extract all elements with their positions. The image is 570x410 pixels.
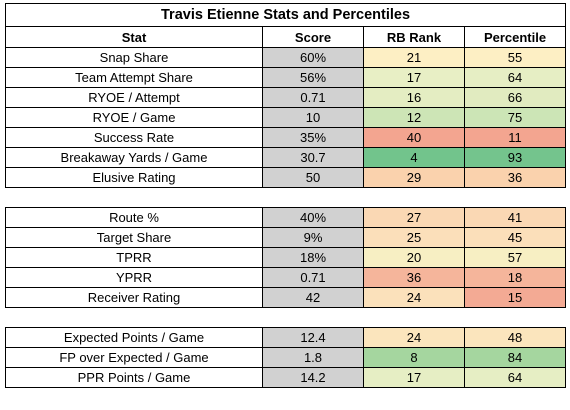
rb-rank-cell[interactable]: 25 bbox=[363, 227, 465, 248]
percentile-cell[interactable]: 11 bbox=[463, 127, 567, 148]
spacer-cell bbox=[5, 307, 566, 328]
score-cell[interactable]: 56% bbox=[262, 67, 364, 88]
stat-cell[interactable]: Target Share bbox=[5, 227, 263, 248]
header-percentile[interactable]: Percentile bbox=[463, 26, 567, 48]
table-row: Breakaway Yards / Game 30.7 4 93 bbox=[5, 147, 567, 168]
rb-rank-cell[interactable]: 29 bbox=[363, 167, 465, 188]
percentile-cell[interactable]: 15 bbox=[463, 287, 567, 308]
rb-rank-cell[interactable]: 20 bbox=[363, 247, 465, 268]
rb-rank-cell[interactable]: 17 bbox=[363, 67, 465, 88]
score-cell[interactable]: 30.7 bbox=[262, 147, 364, 168]
percentile-cell[interactable]: 18 bbox=[463, 267, 567, 288]
stat-cell[interactable]: Expected Points / Game bbox=[5, 327, 263, 348]
stat-cell[interactable]: Success Rate bbox=[5, 127, 263, 148]
score-cell[interactable]: 50 bbox=[262, 167, 364, 188]
table-row: Expected Points / Game 12.4 24 48 bbox=[5, 327, 567, 348]
rb-rank-cell[interactable]: 8 bbox=[363, 347, 465, 368]
score-cell[interactable]: 10 bbox=[262, 107, 364, 128]
score-cell[interactable]: 18% bbox=[262, 247, 364, 268]
rb-rank-cell[interactable]: 24 bbox=[363, 327, 465, 348]
rb-rank-cell[interactable]: 21 bbox=[363, 47, 465, 68]
stat-cell[interactable]: TPRR bbox=[5, 247, 263, 268]
percentile-cell[interactable]: 41 bbox=[463, 207, 567, 228]
sheet-title: Travis Etienne Stats and Percentiles bbox=[4, 3, 567, 27]
header-score[interactable]: Score bbox=[262, 26, 364, 48]
table-row: Team Attempt Share 56% 17 64 bbox=[5, 67, 567, 88]
percentile-cell[interactable]: 36 bbox=[463, 167, 567, 188]
rb-rank-cell[interactable]: 17 bbox=[363, 367, 465, 388]
stat-cell[interactable]: RYOE / Attempt bbox=[5, 87, 263, 108]
percentile-cell[interactable]: 64 bbox=[463, 67, 567, 88]
percentile-cell[interactable]: 55 bbox=[463, 47, 567, 68]
table-row: FP over Expected / Game 1.8 8 84 bbox=[5, 347, 567, 368]
percentile-cell[interactable]: 45 bbox=[463, 227, 567, 248]
table-row: Receiver Rating 42 24 15 bbox=[5, 287, 567, 308]
stat-cell[interactable]: Breakaway Yards / Game bbox=[5, 147, 263, 168]
stat-cell[interactable]: PPR Points / Game bbox=[5, 367, 263, 388]
table-row: PPR Points / Game 14.2 17 64 bbox=[5, 367, 567, 388]
rb-rank-cell[interactable]: 24 bbox=[363, 287, 465, 308]
score-cell[interactable]: 0.71 bbox=[262, 267, 364, 288]
score-cell[interactable]: 40% bbox=[262, 207, 364, 228]
stat-cell[interactable]: Elusive Rating bbox=[5, 167, 263, 188]
score-cell[interactable]: 14.2 bbox=[262, 367, 364, 388]
percentile-cell[interactable]: 75 bbox=[463, 107, 567, 128]
stat-cell[interactable]: FP over Expected / Game bbox=[5, 347, 263, 368]
score-cell[interactable]: 42 bbox=[262, 287, 364, 308]
table-row: Elusive Rating 50 29 36 bbox=[5, 167, 567, 188]
score-cell[interactable]: 9% bbox=[262, 227, 364, 248]
rb-rank-cell[interactable]: 16 bbox=[363, 87, 465, 108]
table-row: Route % 40% 27 41 bbox=[5, 207, 567, 228]
spacer-cell bbox=[5, 187, 566, 208]
table-row: Success Rate 35% 40 11 bbox=[5, 127, 567, 148]
stat-cell[interactable]: YPRR bbox=[5, 267, 263, 288]
table-row: RYOE / Game 10 12 75 bbox=[5, 107, 567, 128]
rb-rank-cell[interactable]: 36 bbox=[363, 267, 465, 288]
table-row: Target Share 9% 25 45 bbox=[5, 227, 567, 248]
header-stat[interactable]: Stat bbox=[5, 26, 263, 48]
section-spacer bbox=[5, 187, 566, 208]
score-cell[interactable]: 12.4 bbox=[262, 327, 364, 348]
stat-cell[interactable]: Receiver Rating bbox=[5, 287, 263, 308]
rb-rank-cell[interactable]: 27 bbox=[363, 207, 465, 228]
table-row: RYOE / Attempt 0.71 16 66 bbox=[5, 87, 567, 108]
title-row: Travis Etienne Stats and Percentiles bbox=[4, 3, 567, 27]
stat-cell[interactable]: Team Attempt Share bbox=[5, 67, 263, 88]
table-row: TPRR 18% 20 57 bbox=[5, 247, 567, 268]
score-cell[interactable]: 0.71 bbox=[262, 87, 364, 108]
percentile-cell[interactable]: 93 bbox=[463, 147, 567, 168]
header-rb-rank[interactable]: RB Rank bbox=[363, 26, 465, 48]
stats-sheet: Travis Etienne Stats and Percentiles Sta… bbox=[4, 3, 567, 388]
percentile-cell[interactable]: 64 bbox=[463, 367, 567, 388]
stat-cell[interactable]: Snap Share bbox=[5, 47, 263, 68]
stats-table: Travis Etienne Stats and Percentiles Sta… bbox=[4, 3, 567, 388]
rb-rank-cell[interactable]: 40 bbox=[363, 127, 465, 148]
section-spacer bbox=[5, 307, 566, 328]
header-row: Stat Score RB Rank Percentile bbox=[5, 26, 567, 48]
score-cell[interactable]: 60% bbox=[262, 47, 364, 68]
score-cell[interactable]: 35% bbox=[262, 127, 364, 148]
percentile-cell[interactable]: 48 bbox=[463, 327, 567, 348]
percentile-cell[interactable]: 66 bbox=[463, 87, 567, 108]
table-row: Snap Share 60% 21 55 bbox=[5, 47, 567, 68]
stat-cell[interactable]: RYOE / Game bbox=[5, 107, 263, 128]
percentile-cell[interactable]: 57 bbox=[463, 247, 567, 268]
rb-rank-cell[interactable]: 4 bbox=[363, 147, 465, 168]
percentile-cell[interactable]: 84 bbox=[463, 347, 567, 368]
table-row: YPRR 0.71 36 18 bbox=[5, 267, 567, 288]
rb-rank-cell[interactable]: 12 bbox=[363, 107, 465, 128]
score-cell[interactable]: 1.8 bbox=[262, 347, 364, 368]
stat-cell[interactable]: Route % bbox=[5, 207, 263, 228]
